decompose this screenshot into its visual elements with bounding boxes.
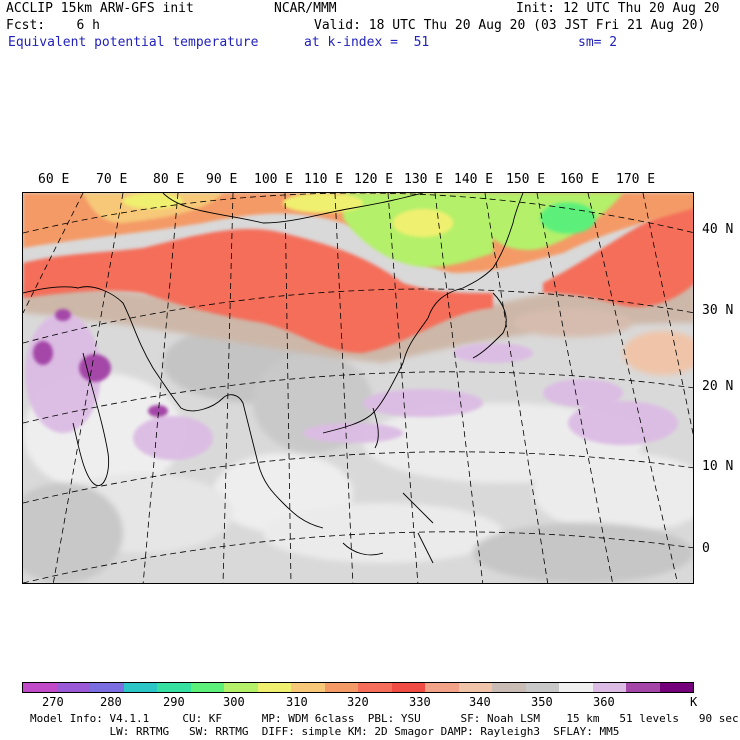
model-info-line2: LW: RRTMG SW: RRTMG DIFF: simple KM: 2D … — [30, 725, 620, 738]
lat-label: 20 N — [702, 379, 734, 394]
colorbar-segment — [525, 683, 559, 692]
cb-tick: 270 — [42, 695, 64, 709]
graticule-latitudes — [23, 193, 693, 583]
lon-label: 110 E — [304, 172, 344, 187]
coastlines — [23, 193, 524, 564]
colorbar-segment — [358, 683, 392, 692]
field-red — [23, 203, 693, 353]
graticule-longitudes — [23, 193, 693, 583]
colorbar-segment — [224, 683, 258, 692]
lat-label: 10 N — [702, 459, 734, 474]
valid-time: Valid: 18 UTC Thu 20 Aug 20 (03 JST Fri … — [314, 18, 706, 33]
colorbar-segment — [123, 683, 157, 692]
model-info-line1: Model Info: V4.1.1 CU: KF MP: WDM 6class… — [30, 712, 739, 725]
colorbar-segment — [492, 683, 526, 692]
colorbar-segment — [291, 683, 325, 692]
cb-tick: 290 — [163, 695, 185, 709]
colorbar-segment — [425, 683, 459, 692]
colorbar-segment — [157, 683, 191, 692]
field-dark-purple — [33, 309, 168, 417]
colorbar-segment — [324, 683, 358, 692]
lat-label: 30 N — [702, 303, 734, 318]
colorbar-segment — [458, 683, 492, 692]
lon-label: 130 E — [404, 172, 444, 187]
level-index: at k-index = 51 — [304, 35, 430, 50]
lon-label: 170 E — [616, 172, 656, 187]
colorbar-segment — [190, 683, 224, 692]
colorbar-segment — [23, 683, 57, 692]
colorbar-segment — [90, 683, 124, 692]
lon-label: 70 E — [96, 172, 128, 187]
field-dark-grey — [23, 323, 693, 583]
lon-label: 80 E — [153, 172, 185, 187]
colorbar-segment — [257, 683, 291, 692]
lon-label: 150 E — [506, 172, 546, 187]
cb-tick: 340 — [469, 695, 491, 709]
cb-tick: 280 — [100, 695, 122, 709]
colorbar-segment — [626, 683, 660, 692]
cb-tick: 310 — [286, 695, 308, 709]
lat-label: 0 — [702, 541, 710, 556]
lon-label: 160 E — [560, 172, 600, 187]
map-panel — [22, 192, 694, 584]
lon-label: 60 E — [38, 172, 70, 187]
cb-tick: 330 — [409, 695, 431, 709]
colorbar-segment — [391, 683, 425, 692]
forecast-hour: Fcst: 6 h — [6, 18, 100, 33]
cb-tick: 360 — [593, 695, 615, 709]
cb-tick: 350 — [531, 695, 553, 709]
colorbar-segment — [659, 683, 693, 692]
lon-label: 100 E — [254, 172, 294, 187]
run-title: ACCLIP 15km ARW-GFS init — [6, 1, 194, 16]
cb-unit: K — [690, 695, 698, 709]
field-name: Equivalent potential temperature — [8, 35, 259, 50]
colorbar-segment — [56, 683, 90, 692]
cb-tick: 300 — [223, 695, 245, 709]
theta-e-map — [23, 193, 693, 583]
cb-tick: 320 — [347, 695, 369, 709]
center-name: NCAR/MMM — [274, 1, 337, 16]
lon-label: 140 E — [454, 172, 494, 187]
init-time: Init: 12 UTC Thu 20 Aug 20 — [516, 1, 720, 16]
lat-label: 40 N — [702, 222, 734, 237]
colorbar-segment — [592, 683, 626, 692]
lon-label: 90 E — [206, 172, 238, 187]
colorbar-segment — [559, 683, 593, 692]
colorbar — [22, 682, 694, 693]
smoothing-value: sm= 2 — [578, 35, 618, 50]
lon-label: 120 E — [354, 172, 394, 187]
